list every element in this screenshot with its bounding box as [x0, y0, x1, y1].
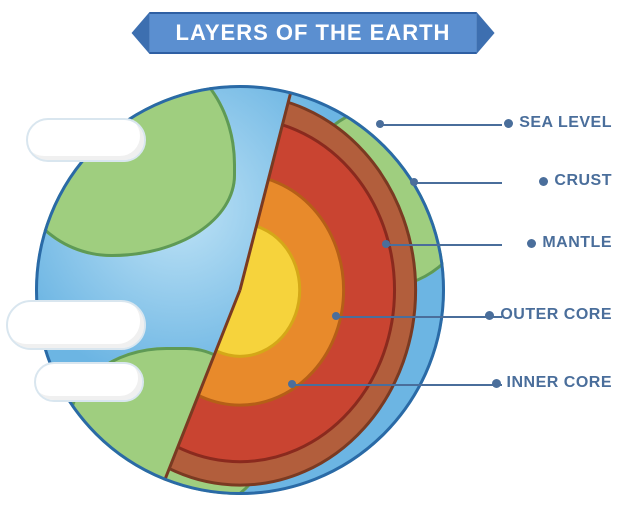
label-inner_core: INNER CORE	[492, 374, 612, 392]
leader-line	[414, 182, 502, 184]
cloud-icon	[34, 362, 144, 402]
label-dot-icon	[485, 311, 494, 320]
label-text: INNER CORE	[507, 374, 612, 392]
label-dot-icon	[527, 239, 536, 248]
leader-dot-icon	[382, 240, 390, 248]
label-text: OUTER CORE	[500, 306, 612, 324]
diagram-canvas: LAYERS OF THE EARTH SEA LEVEL CRUST MANTLE…	[0, 0, 626, 516]
label-outer_core: OUTER CORE	[485, 306, 612, 324]
leader-line	[336, 316, 502, 318]
leader-dot-icon	[288, 380, 296, 388]
leader-dot-icon	[410, 178, 418, 186]
leader-dot-icon	[376, 120, 384, 128]
ribbon-right-icon	[476, 12, 494, 54]
leader-line	[292, 384, 502, 386]
label-dot-icon	[504, 119, 513, 128]
label-mantle: MANTLE	[527, 234, 612, 252]
label-crust: CRUST	[539, 172, 612, 190]
title-text: LAYERS OF THE EARTH	[150, 12, 477, 54]
leader-line	[380, 124, 502, 126]
label-dot-icon	[492, 379, 501, 388]
leader-line	[386, 244, 502, 246]
label-text: MANTLE	[542, 234, 612, 252]
cloud-icon	[6, 300, 146, 350]
label-text: CRUST	[554, 172, 612, 190]
title-banner: LAYERS OF THE EARTH	[132, 12, 495, 54]
label-sea_level: SEA LEVEL	[504, 114, 612, 132]
cloud-icon	[26, 118, 146, 162]
label-dot-icon	[539, 177, 548, 186]
ribbon-left-icon	[132, 12, 150, 54]
leader-dot-icon	[332, 312, 340, 320]
label-text: SEA LEVEL	[519, 114, 612, 132]
